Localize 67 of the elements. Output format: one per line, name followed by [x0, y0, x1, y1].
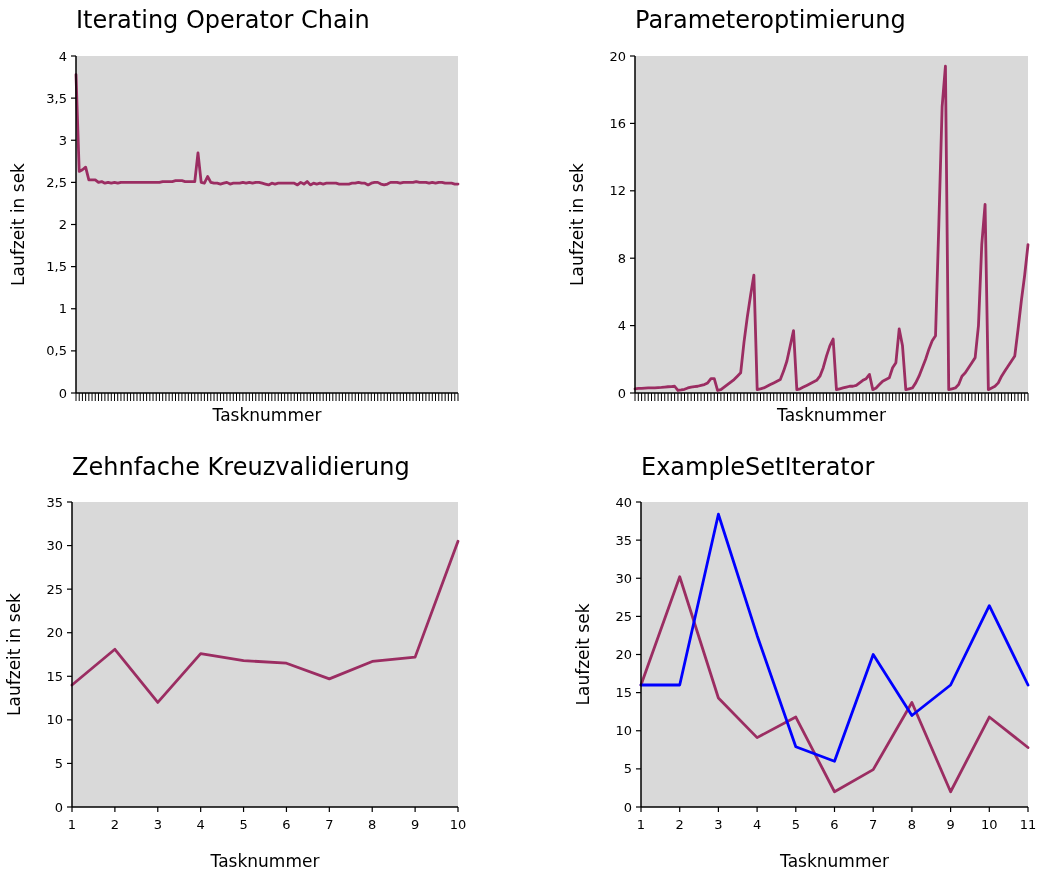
- x-tick-label: 6: [282, 817, 291, 832]
- y-tick-label: 12: [609, 183, 626, 199]
- y-tick-label: 0: [617, 385, 626, 401]
- x-tick-label: 9: [946, 817, 955, 832]
- x-tick-label: 11: [1019, 817, 1037, 832]
- x-axis-title: Tasknummer: [776, 405, 886, 425]
- x-tick-label: 3: [714, 817, 723, 832]
- chart-title: Iterating Operator Chain: [76, 6, 370, 34]
- y-tick-label: 20: [615, 647, 632, 663]
- chart-title: Parameteroptimierung: [635, 6, 906, 34]
- y-tick-label: 0: [623, 799, 632, 815]
- y-tick-label: 5: [54, 755, 63, 771]
- x-tick-label: 8: [907, 817, 917, 832]
- x-tick-label: 2: [675, 817, 684, 832]
- y-tick-label: 20: [609, 48, 626, 64]
- line-series: [639, 512, 1030, 763]
- y-tick-label: 25: [615, 608, 632, 624]
- y-tick-label: 40: [615, 494, 632, 510]
- y-tick-label: 1: [58, 301, 67, 317]
- y-tick-label: 3: [58, 132, 67, 148]
- x-axis-title: Tasknummer: [211, 405, 322, 425]
- y-tick-label: 3,5: [46, 90, 67, 106]
- x-axis-title: Tasknummer: [779, 851, 889, 871]
- x-tick-label: 5: [791, 817, 800, 832]
- y-tick-label: 20: [46, 625, 63, 641]
- y-tick-label: 0: [58, 385, 67, 401]
- line-series: [70, 539, 460, 704]
- y-axis-title: Laufzeit sek: [573, 603, 593, 706]
- x-tick-label: 7: [869, 817, 878, 832]
- x-tick-label: 7: [325, 817, 334, 832]
- y-tick-label: 10: [615, 723, 632, 739]
- y-tick-label: 8: [617, 250, 626, 266]
- y-axis-title: Laufzeit in sek: [4, 592, 24, 716]
- y-axis-title: Laufzeit in sek: [8, 162, 28, 286]
- y-tick-label: 2,5: [46, 174, 67, 190]
- y-tick-label: 16: [609, 115, 626, 131]
- x-axis-title: Tasknummer: [209, 851, 320, 871]
- x-tick-label: 4: [752, 817, 762, 832]
- x-tick-label: 8: [368, 817, 377, 832]
- x-tick-label: 10: [981, 817, 998, 832]
- y-tick-label: 15: [46, 668, 63, 684]
- x-tick-label: 10: [449, 817, 467, 832]
- y-tick-label: 30: [46, 538, 63, 554]
- x-tick-label: 4: [196, 817, 205, 832]
- x-tick-label: 6: [830, 817, 839, 832]
- x-tick-label: 2: [110, 817, 120, 832]
- x-tick-label: 3: [153, 817, 162, 832]
- y-tick-label: 25: [46, 581, 63, 597]
- y-tick-label: 0,5: [46, 343, 67, 359]
- y-tick-label: 35: [615, 532, 632, 548]
- y-tick-label: 10: [46, 712, 63, 728]
- chart-title: Zehnfache Kreuzvalidierung: [72, 453, 410, 481]
- x-tick-label: 5: [239, 817, 248, 832]
- y-axis-title: Laufzeit in sek: [567, 162, 587, 286]
- y-tick-label: 30: [615, 570, 632, 586]
- y-tick-label: 35: [46, 494, 63, 510]
- y-tick-label: 5: [623, 761, 632, 777]
- y-tick-label: 0: [54, 799, 63, 815]
- y-tick-label: 4: [617, 318, 626, 334]
- x-tick-label: 9: [410, 817, 420, 832]
- line-series: [639, 575, 1030, 794]
- y-tick-label: 15: [615, 685, 632, 701]
- chart-title: ExampleSetIterator: [641, 453, 875, 481]
- y-tick-label: 4: [58, 48, 67, 64]
- x-tick-label: 1: [636, 817, 646, 832]
- y-tick-label: 1,5: [46, 259, 67, 275]
- y-tick-label: 2: [58, 217, 67, 233]
